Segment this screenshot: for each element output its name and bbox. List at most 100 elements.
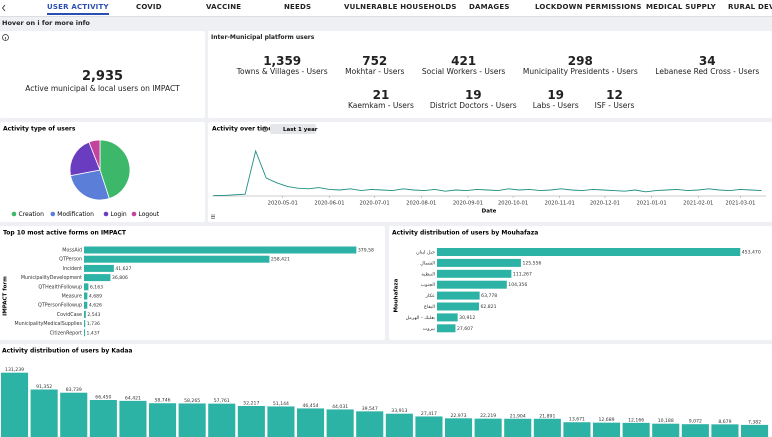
- card-title: Top 10 most active forms on IMPACT: [3, 230, 127, 237]
- card-title: Activity over time: [212, 126, 272, 133]
- value-label: 4,626: [89, 303, 102, 309]
- stat-label: Kaemkam - Users: [348, 101, 414, 110]
- nav-tab[interactable]: DAMAGES: [469, 3, 510, 11]
- kadaa-card: Activity distribution of users by Kadaa 1…: [0, 344, 772, 437]
- value-label: 8,679: [718, 419, 731, 425]
- card-title: Activity type of users: [3, 126, 76, 133]
- stat-label: Municipality Presidents - Users: [522, 67, 638, 76]
- bar: [208, 403, 236, 437]
- value-label: 125,556: [522, 260, 541, 266]
- bar: [119, 400, 147, 437]
- x-tick-label: 2021-02-01: [683, 201, 713, 207]
- bar: [84, 264, 114, 272]
- bar: [563, 422, 591, 437]
- bar: [385, 413, 413, 437]
- pie-slice: [88, 139, 101, 171]
- hbar-chart: Activity distribution of users by Mouhaf…: [392, 230, 761, 333]
- value-label: 27,417: [421, 411, 437, 417]
- value-label: 10,188: [658, 418, 674, 424]
- y-tick-label: QTHealthFollowup: [38, 284, 82, 290]
- nav-back-icon[interactable]: [1, 4, 7, 12]
- info-icon[interactable]: [2, 34, 9, 41]
- nav-tab[interactable]: RURAL DEVE: [728, 3, 772, 11]
- value-label: 36,806: [112, 275, 128, 281]
- bar: [84, 310, 86, 318]
- bar: [84, 283, 89, 291]
- y-tick-label: الجنوب: [421, 282, 435, 288]
- bar: [60, 392, 88, 437]
- nav-tab[interactable]: NEEDS: [284, 3, 312, 11]
- value-label: 7,382: [748, 419, 761, 425]
- value-label: 104,356: [508, 282, 527, 288]
- x-tick-label: 2021-01-01: [637, 201, 667, 207]
- legend-swatch: [50, 211, 56, 217]
- nav-tab[interactable]: LOCKDOWN PERMISSIONS: [535, 3, 642, 11]
- bar: [178, 403, 206, 437]
- y-tick-label: CovidCase: [57, 312, 82, 318]
- info-icon[interactable]: [262, 126, 268, 132]
- range-button[interactable]: [270, 124, 316, 134]
- pie-slice: [69, 141, 101, 177]
- line-chart: Activity over time Last 1 year 2020-05-01 2…: [211, 124, 766, 219]
- nav-tab[interactable]: USER ACTIVITY: [47, 3, 109, 15]
- value-label: 57,761: [214, 398, 230, 404]
- bar: [652, 423, 680, 437]
- stat: 19 District Doctors - Users: [430, 89, 517, 110]
- value-label: 9,072: [689, 419, 702, 425]
- y-tick-label: عكار: [425, 293, 435, 299]
- value-label: 111,267: [513, 271, 532, 277]
- stat-value: 12: [606, 88, 623, 102]
- value-label: 63,778: [481, 293, 497, 299]
- bar: [437, 291, 480, 300]
- bar: [237, 405, 265, 437]
- value-label: 12,166: [628, 417, 644, 423]
- bar: [437, 313, 458, 322]
- card-title: Activity distribution of users by Mouhaf…: [392, 230, 538, 237]
- legend-label: Creation: [19, 211, 45, 218]
- legend-swatch: [131, 211, 137, 217]
- line-series: [213, 149, 762, 196]
- nav-tab[interactable]: COVID: [136, 3, 162, 11]
- stat-value: 21: [372, 88, 390, 102]
- value-label: 64,421: [125, 395, 141, 401]
- value-label: 453,470: [742, 250, 761, 256]
- legend-label: Logout: [139, 211, 160, 218]
- bar: [267, 406, 295, 437]
- bar: [593, 422, 621, 437]
- bar: [622, 422, 650, 437]
- value-label: 4,689: [89, 294, 102, 300]
- stat: 19 Labs - Users: [533, 89, 579, 110]
- bar: [437, 302, 480, 311]
- x-tick-label: 2020-07-01: [360, 201, 390, 207]
- y-tick-label: البقاع: [424, 304, 435, 310]
- nav-tab[interactable]: MEDICAL SUPPLY: [646, 3, 716, 11]
- y-tick-label: Incident: [63, 266, 82, 272]
- y-tick-label: الشمال: [420, 260, 435, 266]
- bar: [89, 399, 117, 437]
- range-button-label[interactable]: Last 1 year: [283, 127, 318, 133]
- platform-row: 21 Kaemkam - Users 19 District Doctors - U…: [348, 89, 634, 110]
- y-axis-label: Mouhafaza: [394, 278, 400, 312]
- legend-swatch: [103, 211, 109, 217]
- value-label: 13,671: [569, 417, 585, 423]
- bar: [437, 258, 521, 267]
- pie-card: Activity type of users Creation Modificati…: [0, 122, 205, 222]
- stat-value: 421: [451, 54, 477, 68]
- stat-value: 1,359: [263, 54, 302, 68]
- stat: 21 Kaemkam - Users: [348, 89, 414, 110]
- y-tick-label: جبل لبنان: [416, 250, 435, 256]
- nav-tab[interactable]: VULNERABLE HOUSEHOLDS: [344, 3, 457, 11]
- nav-tab[interactable]: VACCINE: [206, 3, 242, 11]
- x-tick-label: 2020-08-01: [406, 201, 436, 207]
- value-label: 91,352: [36, 384, 52, 390]
- bar: [84, 301, 88, 309]
- value-label: 1,437: [87, 330, 100, 336]
- stat-value: 298: [567, 54, 593, 68]
- legend-label: Modification: [57, 211, 94, 218]
- stat: 752 Mokhtar - Users: [345, 55, 404, 76]
- bar: [437, 248, 741, 256]
- bar: [84, 320, 86, 328]
- bar: [533, 418, 561, 437]
- x-tick-label: 2020-11-01: [545, 201, 575, 207]
- stat-label: District Doctors - Users: [429, 101, 517, 110]
